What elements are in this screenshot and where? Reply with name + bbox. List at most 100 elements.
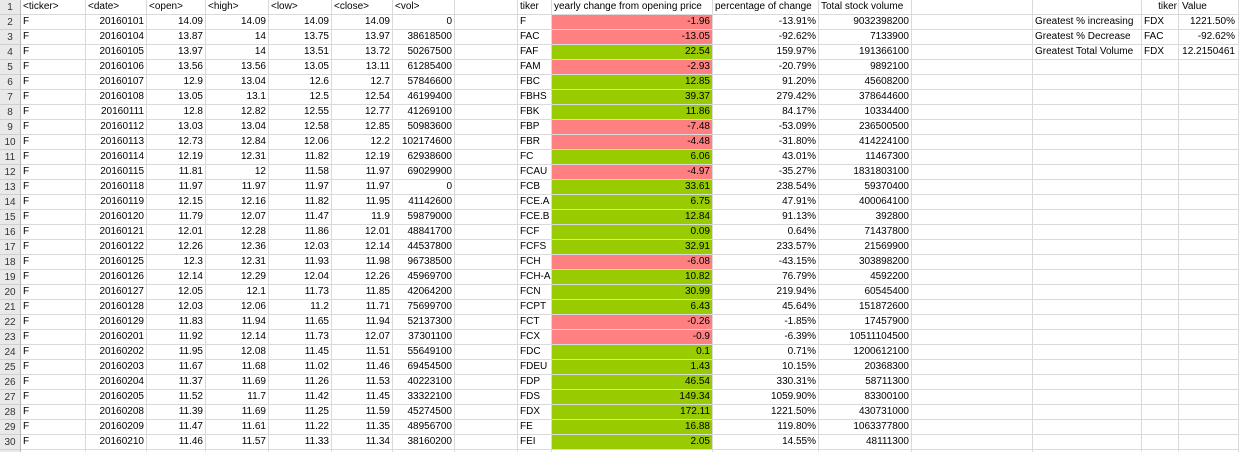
row-number[interactable]: 3 bbox=[0, 30, 20, 45]
cell-high[interactable]: 11.68 bbox=[241, 361, 266, 372]
cell-close[interactable]: 11.51 bbox=[365, 346, 390, 357]
cell-summary-ticker[interactable]: FCX bbox=[520, 331, 540, 342]
cell-low[interactable]: 11.93 bbox=[304, 256, 329, 267]
cell-low[interactable]: 11.86 bbox=[304, 226, 329, 237]
cell-summary-ticker[interactable]: FCH-A bbox=[520, 271, 551, 282]
cell-high[interactable]: 11.57 bbox=[241, 436, 266, 447]
row-number[interactable]: 14 bbox=[0, 195, 20, 210]
cell-ticker[interactable]: F bbox=[23, 391, 30, 402]
cell-ticker[interactable]: F bbox=[23, 376, 30, 387]
cell-date[interactable]: 20160108 bbox=[99, 91, 145, 102]
cell-date[interactable]: 20160101 bbox=[99, 16, 145, 27]
stats-label[interactable]: Greatest Total Volume bbox=[1035, 46, 1134, 57]
cell-yearly-change[interactable]: 149.34 bbox=[552, 390, 712, 404]
cell-percentage-change[interactable]: 76.79% bbox=[782, 271, 816, 282]
cell-vol[interactable]: 75699700 bbox=[407, 301, 453, 312]
cell-summary-ticker[interactable]: FBC bbox=[520, 76, 540, 87]
cell-date[interactable]: 20160120 bbox=[99, 211, 145, 222]
cell-date[interactable]: 20160210 bbox=[99, 436, 145, 447]
cell-high[interactable]: 12.82 bbox=[240, 106, 266, 117]
cell-ticker[interactable]: F bbox=[23, 166, 30, 177]
row-number[interactable]: 4 bbox=[0, 45, 20, 60]
row-number[interactable]: 9 bbox=[0, 120, 20, 135]
cell-open[interactable]: 13.05 bbox=[177, 91, 203, 102]
cell-yearly-change[interactable]: 10.82 bbox=[552, 270, 712, 284]
cell-date[interactable]: 20160118 bbox=[100, 181, 144, 192]
cell-total-volume[interactable]: 303898200 bbox=[858, 256, 909, 267]
cell-total-volume[interactable]: 236500500 bbox=[858, 121, 909, 132]
cell-vol[interactable]: 57846600 bbox=[407, 76, 453, 87]
cell-summary-ticker[interactable]: FCB bbox=[520, 181, 540, 192]
cell-vol[interactable]: 52137300 bbox=[407, 316, 453, 327]
cell-ticker[interactable]: F bbox=[23, 316, 30, 327]
cell-ticker[interactable]: F bbox=[23, 31, 30, 42]
cell-percentage-change[interactable]: 10.15% bbox=[782, 361, 816, 372]
cell-vol[interactable]: 40223100 bbox=[407, 376, 453, 387]
cell-high[interactable]: 14 bbox=[254, 46, 266, 57]
cell-percentage-change[interactable]: -1.85% bbox=[784, 316, 816, 327]
header-percentage-change[interactable]: percentage of change bbox=[715, 1, 812, 12]
cell-open[interactable]: 13.56 bbox=[177, 61, 203, 72]
cell-low[interactable]: 11.58 bbox=[304, 166, 329, 177]
cell-close[interactable]: 11.71 bbox=[365, 301, 390, 312]
cell-total-volume[interactable]: 400064100 bbox=[858, 196, 909, 207]
cell-open[interactable]: 11.67 bbox=[178, 361, 203, 372]
cell-total-volume[interactable]: 83300100 bbox=[864, 391, 910, 402]
cell-yearly-change[interactable]: 1.43 bbox=[552, 360, 712, 374]
cell-percentage-change[interactable]: -43.15% bbox=[778, 256, 816, 267]
cell-yearly-change[interactable]: -7.48 bbox=[552, 120, 712, 134]
row-number[interactable]: 23 bbox=[0, 330, 20, 345]
stats-label[interactable]: Greatest % Decrease bbox=[1035, 31, 1131, 42]
cell-low[interactable]: 13.05 bbox=[303, 61, 329, 72]
cell-date[interactable]: 20160203 bbox=[99, 361, 145, 372]
cell-low[interactable]: 11.82 bbox=[304, 151, 329, 162]
cell-high[interactable]: 13.56 bbox=[240, 61, 266, 72]
cell-date[interactable]: 20160113 bbox=[100, 136, 144, 147]
cell-vol[interactable]: 42064200 bbox=[407, 286, 453, 297]
header-ticker[interactable]: <ticker> bbox=[23, 1, 59, 12]
cell-high[interactable]: 12.1 bbox=[246, 286, 266, 297]
cell-open[interactable]: 11.52 bbox=[178, 391, 203, 402]
header-summary-ticker[interactable]: tiker bbox=[520, 1, 539, 12]
row-number[interactable]: 17 bbox=[0, 240, 20, 255]
cell-ticker[interactable]: F bbox=[23, 421, 30, 432]
cell-summary-ticker[interactable]: FBP bbox=[520, 121, 540, 132]
cell-ticker[interactable]: F bbox=[23, 46, 30, 57]
cell-high[interactable]: 12.14 bbox=[240, 331, 266, 342]
cell-close[interactable]: 14.09 bbox=[364, 16, 390, 27]
cell-summary-ticker[interactable]: F bbox=[520, 16, 527, 27]
cell-yearly-change[interactable]: -0.9 bbox=[552, 330, 712, 344]
cell-close[interactable]: 11.94 bbox=[365, 316, 390, 327]
cell-high[interactable]: 14.09 bbox=[240, 16, 266, 27]
cell-close[interactable]: 12.07 bbox=[364, 331, 390, 342]
cell-yearly-change[interactable]: 0.09 bbox=[552, 225, 712, 239]
header-open[interactable]: <open> bbox=[149, 1, 183, 12]
cell-high[interactable]: 12.16 bbox=[240, 196, 266, 207]
cell-summary-ticker[interactable]: FCPT bbox=[520, 301, 547, 312]
cell-total-volume[interactable]: 191366100 bbox=[858, 46, 909, 57]
cell-ticker[interactable]: F bbox=[23, 346, 30, 357]
cell-vol[interactable]: 44537800 bbox=[407, 241, 453, 252]
cell-date[interactable]: 20160112 bbox=[100, 121, 144, 132]
cell-ticker[interactable]: F bbox=[23, 406, 30, 417]
cell-summary-ticker[interactable]: FBHS bbox=[520, 91, 547, 102]
cell-close[interactable]: 12.19 bbox=[364, 151, 390, 162]
cell-yearly-change[interactable]: -0.26 bbox=[552, 315, 712, 329]
cell-percentage-change[interactable]: 45.64% bbox=[782, 301, 816, 312]
cell-open[interactable]: 12.9 bbox=[183, 76, 203, 87]
cell-vol[interactable]: 41269100 bbox=[407, 106, 453, 117]
row-number[interactable]: 30 bbox=[0, 435, 20, 450]
cell-ticker[interactable]: F bbox=[23, 61, 30, 72]
cell-yearly-change[interactable]: 22.54 bbox=[552, 45, 712, 59]
cell-percentage-change[interactable]: 330.31% bbox=[776, 376, 816, 387]
cell-date[interactable]: 20160111 bbox=[100, 106, 144, 117]
cell-yearly-change[interactable]: 46.54 bbox=[552, 375, 712, 389]
cell-high[interactable]: 12.08 bbox=[240, 346, 266, 357]
cell-vol[interactable]: 96738500 bbox=[407, 256, 453, 267]
cell-low[interactable]: 11.47 bbox=[304, 211, 329, 222]
cell-open[interactable]: 12.01 bbox=[177, 226, 203, 237]
header-stats-ticker[interactable]: tiker bbox=[1158, 1, 1177, 12]
row-number[interactable]: 2 bbox=[0, 15, 20, 30]
cell-ticker[interactable]: F bbox=[23, 226, 30, 237]
cell-date[interactable]: 20160115 bbox=[100, 166, 144, 177]
